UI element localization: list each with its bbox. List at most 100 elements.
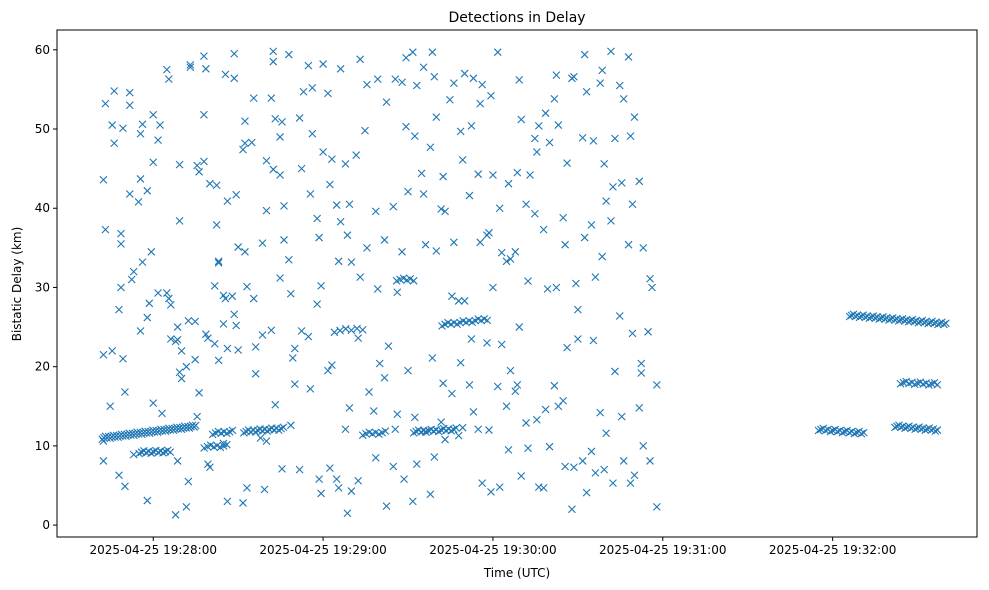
- x-tick-label: 2025-04-25 19:29:00: [259, 543, 386, 557]
- data-point: [838, 428, 847, 437]
- data-point: [619, 95, 628, 103]
- data-point: [637, 369, 646, 377]
- data-point: [865, 314, 874, 323]
- data-point: [195, 388, 203, 397]
- data-point: [247, 138, 256, 147]
- data-point: [297, 164, 306, 173]
- data-point: [611, 134, 619, 143]
- data-point: [365, 388, 373, 396]
- data-point: [136, 129, 145, 138]
- data-point: [125, 88, 134, 97]
- data-point: [251, 342, 260, 351]
- data-point: [347, 487, 356, 495]
- data-point: [432, 113, 441, 122]
- data-point: [341, 425, 350, 434]
- data-point: [191, 317, 200, 326]
- data-point: [619, 457, 628, 465]
- data-point: [193, 412, 202, 421]
- data-point: [295, 465, 304, 474]
- data-point: [454, 297, 463, 305]
- data-point: [921, 426, 930, 435]
- data-point: [147, 449, 155, 458]
- data-point: [166, 335, 175, 343]
- data-point: [410, 413, 419, 422]
- data-point: [465, 191, 474, 200]
- x-tick-label: 2025-04-25 19:32:00: [769, 543, 896, 557]
- data-point: [343, 231, 352, 240]
- data-point: [290, 344, 299, 353]
- data-point: [524, 277, 532, 286]
- data-point: [101, 99, 110, 108]
- data-point: [598, 66, 607, 75]
- data-point: [284, 50, 293, 59]
- data-point: [515, 76, 524, 84]
- data-point: [354, 476, 363, 485]
- data-point: [205, 463, 214, 472]
- data-point: [214, 257, 223, 266]
- data-point: [589, 336, 598, 345]
- data-point: [306, 384, 315, 393]
- data-point: [489, 171, 497, 179]
- data-point: [408, 48, 417, 57]
- data-point: [358, 326, 367, 334]
- data-point: [591, 468, 600, 477]
- x-tick-label: 2025-04-25 19:31:00: [599, 543, 726, 557]
- data-point: [269, 47, 278, 56]
- data-point: [234, 243, 243, 251]
- x-tick-label: 2025-04-25 19:30:00: [429, 543, 556, 557]
- data-point: [904, 317, 913, 326]
- data-point: [249, 94, 258, 103]
- data-point: [582, 87, 591, 96]
- data-point: [182, 503, 191, 511]
- data-point: [380, 373, 389, 382]
- data-point: [230, 310, 239, 319]
- data-point: [852, 428, 861, 437]
- data-point: [454, 431, 463, 440]
- data-point: [230, 49, 239, 58]
- chart-title: Detections in Delay: [448, 10, 585, 26]
- data-point: [336, 326, 344, 335]
- data-point: [441, 207, 449, 216]
- data-point: [639, 442, 648, 450]
- data-point: [171, 510, 180, 519]
- data-point: [428, 354, 437, 362]
- data-point: [458, 423, 467, 432]
- data-point: [456, 358, 465, 367]
- data-point: [149, 158, 158, 167]
- data-point: [615, 312, 624, 320]
- data-point: [345, 200, 354, 209]
- data-point: [308, 129, 317, 138]
- data-point: [212, 181, 221, 190]
- data-point: [173, 323, 182, 331]
- data-point: [497, 340, 506, 349]
- data-point: [222, 440, 231, 449]
- data-point: [280, 201, 288, 210]
- data-point: [580, 233, 589, 242]
- data-point: [598, 252, 607, 261]
- data-point: [563, 159, 571, 167]
- data-point: [441, 435, 449, 444]
- data-point: [154, 289, 162, 297]
- data-point: [361, 126, 369, 135]
- data-point: [596, 79, 605, 87]
- data-point: [430, 72, 439, 81]
- data-point: [276, 274, 284, 282]
- data-point: [319, 148, 327, 156]
- data-point: [402, 53, 410, 62]
- data-point: [554, 121, 563, 129]
- data-point: [200, 157, 208, 166]
- data-point: [278, 464, 286, 473]
- data-point: [532, 415, 541, 424]
- data-point: [419, 190, 428, 198]
- data-point: [504, 445, 513, 454]
- data-point: [582, 488, 591, 497]
- data-point: [617, 412, 626, 421]
- data-point: [580, 50, 589, 59]
- data-point: [276, 171, 284, 179]
- data-point: [134, 198, 143, 206]
- data-point: [258, 331, 267, 339]
- data-point: [306, 190, 315, 198]
- data-point: [449, 425, 458, 434]
- data-point: [550, 95, 559, 103]
- data-point: [262, 206, 271, 215]
